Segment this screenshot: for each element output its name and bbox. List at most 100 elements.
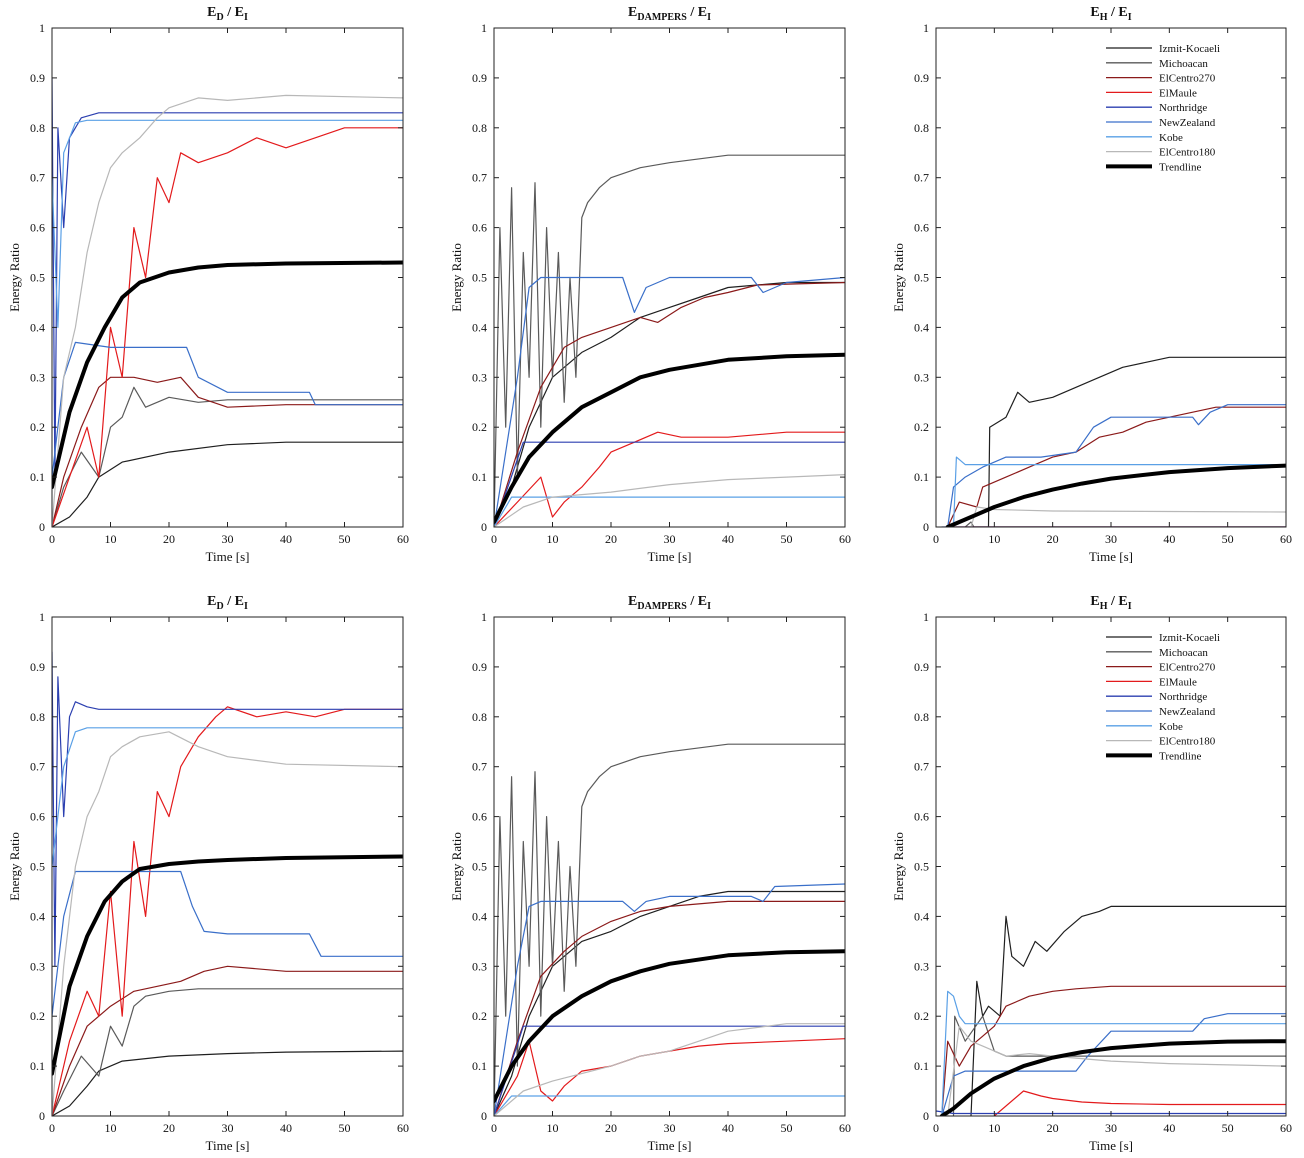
y-tick-label: 0.8 [30, 121, 45, 135]
x-tick-label: 40 [280, 532, 292, 546]
legend-label-trendline: Trendline [1159, 750, 1201, 762]
y-tick-label: 0.3 [472, 959, 487, 973]
x-axis-label: Time [s] [648, 549, 692, 564]
chart-panel-3: 0 10 20 30 40 50 60 0 0.1 0.2 0.3 0.4 0.5 0.6 0.7 0.8 0.… [891, 5, 1292, 564]
series-group [494, 154, 845, 527]
y-tick-label: 0.6 [30, 810, 45, 824]
x-tick-label: 40 [1163, 1121, 1175, 1135]
y-tick-label: 1 [39, 610, 45, 624]
series-group [941, 356, 1286, 527]
series-line-newzealand [52, 341, 403, 478]
x-tick-label: 60 [839, 1121, 851, 1135]
x-tick-label: 60 [839, 532, 851, 546]
x-tick-label: 40 [280, 1121, 292, 1135]
legend-label-northridge: Northridge [1159, 691, 1207, 703]
series-line-elmaule [494, 1038, 845, 1116]
y-tick-label: 1 [923, 610, 929, 624]
x-tick-label: 50 [339, 532, 351, 546]
y-tick-label: 0.6 [30, 221, 45, 235]
y-tick-label: 0.9 [914, 71, 929, 85]
series-line-elcentro180 [52, 731, 403, 1116]
series-line-newzealand [52, 870, 403, 1017]
title-main: E [628, 594, 637, 609]
title-separator: / E [1107, 594, 1127, 609]
legend-label-trendline: Trendline [1159, 161, 1201, 173]
x-tick-label: 20 [605, 1121, 617, 1135]
y-tick-label: 0.6 [914, 810, 929, 824]
series-line-michoacan [52, 988, 403, 1116]
series-group [494, 743, 845, 1116]
title-subscript-1: H [1100, 601, 1108, 612]
y-tick-label: 1 [481, 21, 487, 35]
x-tick-label: 20 [1047, 1121, 1059, 1135]
x-tick-label: 0 [491, 532, 497, 546]
series-line-kobe [941, 990, 1286, 1116]
y-tick-label: 0.9 [472, 71, 487, 85]
chart-title: EH / EI [1090, 5, 1131, 23]
series-line-elcentro270 [494, 900, 845, 1116]
y-tick-label: 0.1 [914, 1059, 929, 1073]
y-tick-label: 0.5 [472, 271, 487, 285]
y-tick-label: 0.7 [914, 760, 929, 774]
x-tick-label: 30 [664, 532, 676, 546]
title-main: E [207, 594, 216, 609]
x-tick-label: 20 [163, 532, 175, 546]
x-tick-label: 20 [163, 1121, 175, 1135]
series-line-elcentro270 [941, 985, 1286, 1116]
legend-label-elmaule: ElMaule [1159, 87, 1197, 99]
chart-panel-5: 0 10 20 30 40 50 60 0 0.1 0.2 0.3 0.4 0.5 0.6 0.7 0.8 0.… [449, 594, 851, 1153]
x-tick-label: 10 [547, 532, 559, 546]
series-line-trendline [494, 352, 845, 524]
x-tick-label: 50 [781, 532, 793, 546]
x-tick-label: 0 [49, 1121, 55, 1135]
y-tick-label: 0.2 [914, 1009, 929, 1023]
title-separator: / E [687, 5, 707, 20]
x-tick-label: 50 [1222, 532, 1234, 546]
x-axis-label: Time [s] [648, 1138, 692, 1153]
x-tick-label: 40 [1163, 532, 1175, 546]
series-line-trendline [945, 463, 1286, 527]
title-subscript-2: I [244, 12, 248, 23]
y-tick-label: 0.7 [30, 171, 45, 185]
y-tick-label: 0.7 [472, 760, 487, 774]
y-tick-label: 0.5 [30, 860, 45, 874]
series-line-northridge [494, 441, 845, 527]
y-tick-label: 0.5 [30, 271, 45, 285]
y-tick-label: 0.6 [472, 221, 487, 235]
chart-title: EH / EI [1090, 594, 1131, 612]
series-line-elcentro180 [970, 506, 1286, 527]
legend-label-elcentro180: ElCentro180 [1159, 147, 1216, 159]
series-line-trendline [494, 949, 845, 1103]
title-subscript-1: D [216, 601, 223, 612]
y-axis-label: Energy Ratio [449, 832, 464, 901]
y-tick-label: 0.1 [914, 470, 929, 484]
legend-label-michoacan: Michoacan [1159, 58, 1208, 70]
x-axis-label: Time [s] [206, 549, 250, 564]
y-tick-label: 0.4 [30, 909, 45, 923]
series-line-michoacan [964, 521, 1286, 527]
title-subscript-2: I [1128, 601, 1132, 612]
x-tick-label: 30 [1105, 532, 1117, 546]
y-tick-label: 0.3 [30, 370, 45, 384]
x-tick-label: 20 [1047, 532, 1059, 546]
x-axis-label: Time [s] [1089, 549, 1133, 564]
y-tick-label: 0 [39, 520, 45, 534]
y-tick-label: 0.8 [472, 710, 487, 724]
x-tick-label: 0 [491, 1121, 497, 1135]
y-tick-label: 0 [39, 1109, 45, 1123]
series-line-elcentro180 [494, 474, 845, 527]
x-tick-label: 0 [933, 1121, 939, 1135]
series-line-elcentro270 [52, 376, 403, 527]
x-tick-label: 30 [664, 1121, 676, 1135]
y-tick-label: 0.9 [30, 71, 45, 85]
x-tick-label: 10 [105, 1121, 117, 1135]
series-line-kobe [52, 727, 403, 868]
x-tick-label: 30 [222, 532, 234, 546]
legend-label-michoacan: Michoacan [1159, 647, 1208, 659]
series-line-trendline [52, 260, 403, 490]
title-main: E [207, 5, 216, 20]
y-tick-label: 0.3 [914, 959, 929, 973]
title-subscript-2: I [244, 601, 248, 612]
legend: Izmit-Kocaeli Michoacan ElCentro270 ElMaule… [1096, 627, 1276, 769]
y-tick-label: 0.5 [914, 271, 929, 285]
